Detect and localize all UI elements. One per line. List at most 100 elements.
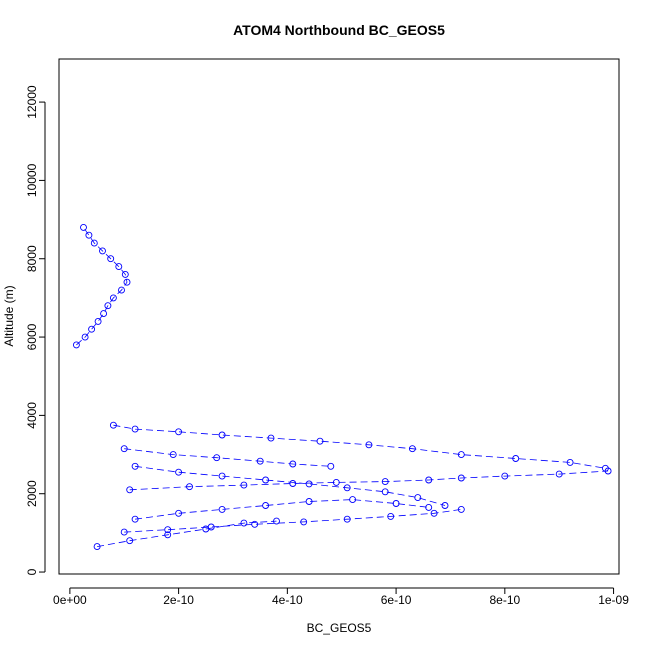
data-point — [115, 263, 123, 271]
y-tick-label: 6000 — [25, 323, 39, 350]
data-point — [175, 468, 183, 476]
data-point — [81, 333, 89, 341]
y-tick-label: 4000 — [25, 402, 39, 429]
data-point — [120, 445, 128, 453]
data-point — [343, 515, 351, 523]
data-point — [123, 278, 131, 286]
y-tick-label: 8000 — [25, 245, 39, 272]
data-point — [80, 223, 87, 231]
data-point — [164, 531, 172, 539]
data-point — [327, 462, 335, 470]
series-line — [135, 465, 446, 506]
data-point — [100, 310, 108, 318]
data-point — [120, 528, 128, 536]
data-point — [251, 520, 259, 528]
series-line — [76, 227, 128, 346]
plot-layer — [72, 223, 612, 551]
data-point — [555, 470, 563, 478]
data-point — [240, 481, 248, 489]
data-point — [109, 294, 117, 302]
x-tick-label: 0e+00 — [53, 593, 87, 607]
y-tick-label: 2000 — [25, 480, 39, 507]
data-point — [305, 498, 313, 505]
data-point — [213, 454, 221, 462]
data-point — [425, 476, 433, 484]
data-point — [186, 483, 193, 491]
data-point — [104, 302, 112, 310]
x-tick-label: 6e-10 — [381, 593, 412, 607]
data-point — [425, 503, 433, 511]
data-point — [381, 478, 389, 486]
series-5 — [131, 496, 433, 523]
data-point — [381, 488, 389, 496]
data-point — [93, 543, 101, 551]
data-point — [414, 494, 422, 502]
data-point — [289, 480, 297, 487]
data-point — [430, 509, 438, 517]
data-point — [164, 526, 172, 534]
data-point — [175, 428, 183, 436]
series-line — [113, 424, 606, 469]
series-1 — [109, 421, 609, 472]
data-point — [126, 537, 134, 545]
data-point — [240, 519, 248, 527]
data-point — [256, 457, 264, 465]
data-point — [88, 325, 96, 333]
data-point — [131, 425, 139, 433]
data-point — [202, 525, 210, 533]
y-tick-label: 10000 — [25, 163, 39, 197]
x-axis-label: BC_GEOS5 — [307, 621, 372, 635]
series-line — [124, 509, 462, 533]
data-point — [109, 421, 117, 429]
y-axis-label: Altitude (m) — [2, 285, 16, 346]
plot-frame — [58, 58, 620, 575]
series-6 — [120, 505, 465, 536]
data-point — [121, 270, 129, 278]
data-point — [218, 431, 226, 439]
data-point — [267, 434, 275, 442]
data-point — [273, 517, 280, 525]
data-point — [90, 239, 98, 247]
data-point — [107, 255, 115, 263]
data-point — [289, 460, 297, 468]
data-point — [118, 286, 125, 294]
data-point — [457, 474, 465, 482]
data-point — [441, 502, 449, 509]
series-7 — [93, 517, 280, 551]
x-tick-label: 2e-10 — [163, 593, 194, 607]
data-point — [131, 515, 139, 523]
series-line — [97, 520, 277, 547]
data-point — [332, 478, 340, 486]
data-point — [169, 451, 177, 459]
x-tick-label: 8e-10 — [489, 593, 520, 607]
y-tick-label: 12000 — [25, 85, 39, 119]
data-point — [457, 505, 465, 513]
series-line — [135, 499, 429, 520]
data-point — [218, 505, 226, 513]
data-point — [262, 502, 270, 509]
data-point — [457, 451, 465, 459]
data-point — [218, 472, 226, 480]
axes-layer: 0e+00 2e-10 4e-10 6e-10 8e-10 1e-09 0 2000 4000 6… — [25, 85, 629, 607]
x-tick-label: 4e-10 — [272, 593, 303, 607]
data-point — [316, 437, 324, 445]
data-point — [85, 231, 93, 239]
data-point — [365, 441, 373, 449]
data-point — [392, 500, 400, 507]
data-point — [131, 462, 139, 470]
data-point — [262, 476, 270, 484]
data-point — [604, 467, 612, 475]
data-point — [305, 480, 313, 488]
data-point — [566, 458, 574, 466]
series-line — [129, 470, 609, 491]
data-point — [387, 512, 395, 520]
data-point — [72, 341, 80, 349]
data-point — [343, 484, 351, 492]
data-point — [175, 509, 183, 517]
data-point — [99, 247, 106, 255]
data-point — [512, 455, 520, 462]
x-tick-label: 1e-09 — [598, 593, 629, 607]
data-point — [300, 518, 308, 526]
series-line — [124, 448, 331, 467]
